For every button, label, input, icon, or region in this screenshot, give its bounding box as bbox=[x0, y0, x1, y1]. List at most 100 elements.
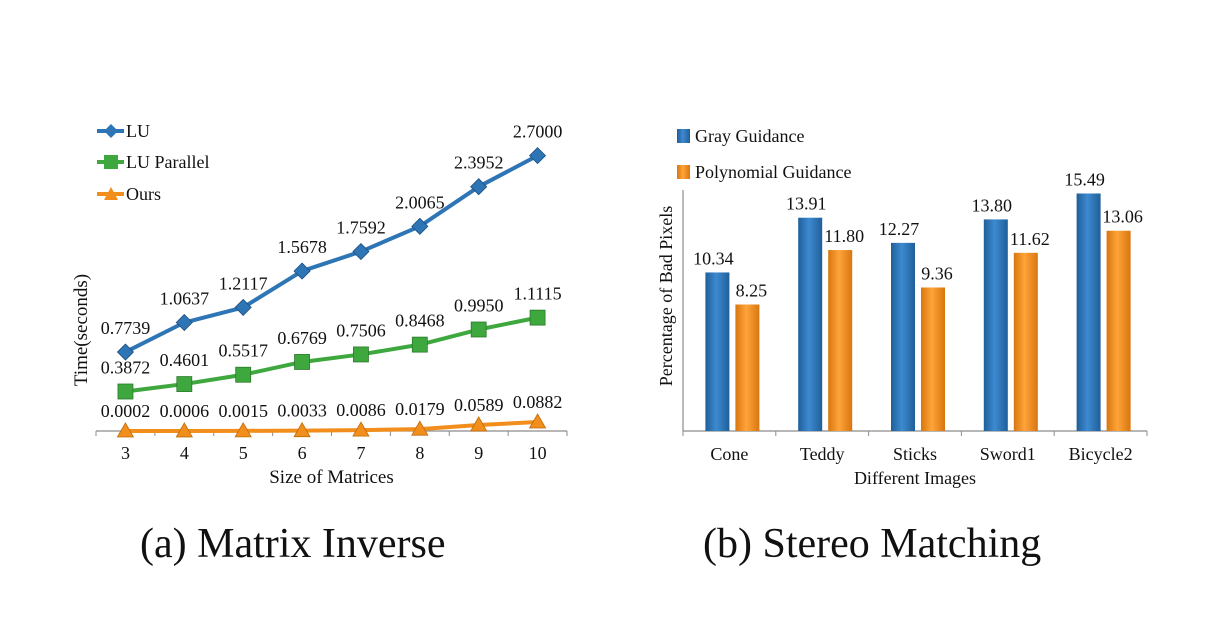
data-label-lu-parallel: 0.7506 bbox=[336, 320, 386, 340]
data-label-lu: 2.3952 bbox=[454, 153, 504, 173]
series-line-lu-parallel bbox=[125, 315, 538, 394]
data-point-ours bbox=[234, 422, 252, 438]
x-tick-label: 5 bbox=[239, 443, 248, 463]
data-point-ours bbox=[352, 421, 370, 437]
data-label-gray-guidance: 12.27 bbox=[879, 219, 920, 239]
data-point-lu-parallel bbox=[176, 376, 193, 392]
data-point-lu bbox=[411, 217, 429, 235]
data-label-lu: 2.0065 bbox=[395, 192, 445, 212]
data-label-ours: 0.0086 bbox=[336, 400, 386, 420]
bar-polynomial-guidance-cone bbox=[735, 304, 760, 431]
data-label-lu-parallel: 0.6769 bbox=[277, 328, 327, 348]
x-tick-label: 10 bbox=[529, 443, 547, 463]
data-label-polynomial-guidance: 9.36 bbox=[921, 263, 953, 283]
data-point-ours bbox=[528, 413, 547, 429]
legend-marker-ours bbox=[104, 187, 118, 200]
data-label-gray-guidance: 10.34 bbox=[693, 248, 734, 268]
data-label-polynomial-guidance: 11.80 bbox=[824, 226, 864, 246]
data-label-lu-parallel: 0.3872 bbox=[101, 358, 151, 378]
x-axis-title: Different Images bbox=[854, 468, 976, 488]
x-tick-label: 3 bbox=[121, 443, 130, 463]
data-label-gray-guidance: 15.49 bbox=[1064, 169, 1105, 189]
legend-label-lu-parallel: LU Parallel bbox=[126, 152, 209, 172]
data-point-ours bbox=[116, 422, 135, 438]
data-point-lu-parallel bbox=[411, 336, 428, 353]
caption-matrix-inverse: (a) Matrix Inverse bbox=[140, 521, 446, 567]
legend-label-gray-guidance: Gray Guidance bbox=[695, 126, 804, 146]
bar-polynomial-guidance-sticks bbox=[921, 287, 945, 431]
data-label-lu: 1.5678 bbox=[277, 237, 327, 257]
data-label-ours: 0.0179 bbox=[395, 399, 445, 419]
data-label-polynomial-guidance: 11.62 bbox=[1010, 229, 1050, 249]
legend-label-ours: Ours bbox=[126, 184, 161, 204]
series-line-ours bbox=[125, 420, 538, 433]
legend-marker-lu bbox=[104, 124, 118, 138]
data-point-ours bbox=[293, 421, 311, 438]
x-tick-label: 6 bbox=[298, 443, 307, 463]
data-point-lu-parallel bbox=[235, 366, 252, 383]
data-label-ours: 0.0006 bbox=[160, 401, 210, 421]
bar-gray-guidance-sword1 bbox=[983, 219, 1008, 431]
data-label-ours: 0.0002 bbox=[101, 401, 151, 421]
x-tick-label: Teddy bbox=[800, 444, 845, 464]
data-point-lu bbox=[293, 262, 311, 280]
x-tick-label: 4 bbox=[180, 443, 189, 463]
x-tick-label: 9 bbox=[474, 443, 483, 463]
x-tick-label: 8 bbox=[415, 443, 424, 463]
data-label-ours: 0.0882 bbox=[513, 392, 563, 412]
data-point-ours bbox=[175, 422, 194, 438]
x-tick-label: Sticks bbox=[893, 444, 937, 464]
data-label-lu-parallel: 0.5517 bbox=[218, 341, 268, 361]
series-line-lu bbox=[124, 153, 539, 354]
data-label-lu: 1.7592 bbox=[336, 218, 386, 238]
bar-gray-guidance-teddy bbox=[798, 217, 823, 431]
legend-label-lu: LU bbox=[126, 121, 150, 141]
data-point-lu bbox=[352, 242, 370, 261]
data-label-ours: 0.0589 bbox=[454, 395, 504, 415]
matrix-inverse-line-chart: 3 4 5 6 7 8 9 10 Size of Matrices Time(seconds) 0.… bbox=[71, 121, 568, 488]
data-label-lu-parallel: 0.4601 bbox=[160, 350, 210, 370]
data-point-lu-parallel bbox=[117, 383, 134, 400]
data-point-lu bbox=[116, 343, 135, 361]
y-axis-title: Percentage of Bad Pixels bbox=[656, 206, 676, 386]
legend-swatch-gray-guidance bbox=[677, 129, 690, 143]
bar-polynomial-guidance-bicycle2 bbox=[1106, 230, 1131, 431]
legend-label-polynomial-guidance: Polynomial Guidance bbox=[695, 162, 851, 182]
caption-stereo-matching: (b) Stereo Matching bbox=[703, 521, 1042, 567]
x-tick-label: Cone bbox=[710, 444, 748, 464]
bar-gray-guidance-cone bbox=[705, 272, 730, 431]
data-label-lu: 1.0637 bbox=[160, 289, 210, 309]
data-label-lu-parallel: 1.1115 bbox=[513, 284, 561, 304]
x-tick-label: Bicycle2 bbox=[1069, 444, 1133, 464]
data-point-lu bbox=[175, 313, 193, 332]
data-point-lu bbox=[528, 147, 547, 165]
data-label-lu: 1.2117 bbox=[219, 273, 268, 293]
data-point-lu bbox=[470, 178, 488, 196]
x-axis-title: Size of Matrices bbox=[269, 467, 394, 488]
data-label-lu-parallel: 0.8468 bbox=[395, 311, 445, 331]
data-label-lu: 0.7739 bbox=[101, 318, 151, 338]
data-point-ours bbox=[469, 416, 488, 432]
data-label-ours: 0.0015 bbox=[218, 401, 268, 421]
data-point-lu-parallel bbox=[470, 321, 487, 338]
data-point-lu-parallel bbox=[294, 354, 310, 370]
legend-marker-lu-parallel bbox=[104, 155, 118, 169]
bar-gray-guidance-bicycle2 bbox=[1076, 193, 1101, 431]
bar-gray-guidance-sticks bbox=[891, 242, 915, 431]
data-label-gray-guidance: 13.91 bbox=[786, 194, 827, 214]
x-tick-label: Sword1 bbox=[980, 444, 1036, 464]
legend-swatch-polynomial-guidance bbox=[677, 165, 690, 179]
data-label-polynomial-guidance: 13.06 bbox=[1102, 207, 1143, 227]
data-point-lu bbox=[234, 298, 252, 316]
x-tick-label: 7 bbox=[356, 443, 365, 463]
data-label-lu: 2.7000 bbox=[513, 122, 563, 142]
data-label-lu-parallel: 0.9950 bbox=[454, 296, 504, 316]
data-point-lu-parallel bbox=[353, 346, 369, 363]
data-label-ours: 0.0033 bbox=[277, 401, 327, 421]
bar-polynomial-guidance-sword1 bbox=[1013, 252, 1038, 431]
data-point-ours bbox=[411, 420, 429, 436]
y-axis-title: Time(seconds) bbox=[71, 274, 92, 386]
data-label-gray-guidance: 13.80 bbox=[972, 195, 1013, 215]
stereo-matching-bar-chart: Cone 10.348.25 Teddy 13.91 11.80 Sticks 12.27 9… bbox=[656, 126, 1148, 488]
